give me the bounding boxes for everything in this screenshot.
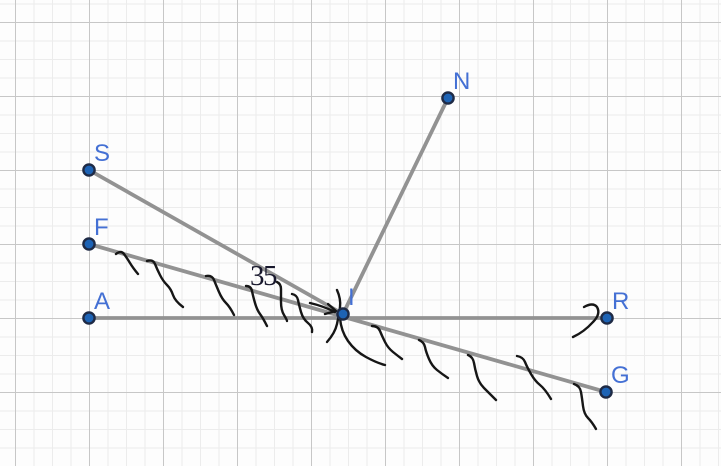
angle-value-label: 35 bbox=[250, 260, 278, 292]
pen-hatch-5 bbox=[275, 280, 289, 323]
point-F[interactable] bbox=[82, 237, 96, 251]
pen-hatch-8 bbox=[417, 338, 450, 380]
pen-arrow-head bbox=[323, 302, 338, 316]
pen-hatch-10 bbox=[515, 354, 553, 401]
point-R[interactable] bbox=[600, 311, 614, 325]
pen-hatch-4 bbox=[244, 284, 269, 328]
points-layer bbox=[82, 91, 614, 399]
pen-hatch-2 bbox=[145, 259, 185, 309]
pen-hatch-9 bbox=[466, 353, 498, 402]
pen-hatch-3 bbox=[204, 274, 236, 317]
pen-hatch-7 bbox=[370, 324, 404, 361]
segment-SI[interactable] bbox=[87, 168, 345, 316]
pen-hook-at-R bbox=[571, 303, 600, 339]
segments-layer bbox=[87, 96, 609, 394]
pen-hatch-6 bbox=[290, 292, 314, 334]
pen-hatch-11 bbox=[572, 382, 598, 431]
pen-hatch-1 bbox=[114, 250, 140, 276]
point-G[interactable] bbox=[599, 385, 613, 399]
point-N[interactable] bbox=[441, 91, 455, 105]
point-S[interactable] bbox=[82, 163, 96, 177]
pen-comma-curve bbox=[338, 316, 387, 367]
point-A[interactable] bbox=[82, 311, 96, 325]
pen-annotations bbox=[114, 250, 600, 431]
segment-NI[interactable] bbox=[341, 96, 450, 316]
point-I[interactable] bbox=[336, 307, 350, 321]
